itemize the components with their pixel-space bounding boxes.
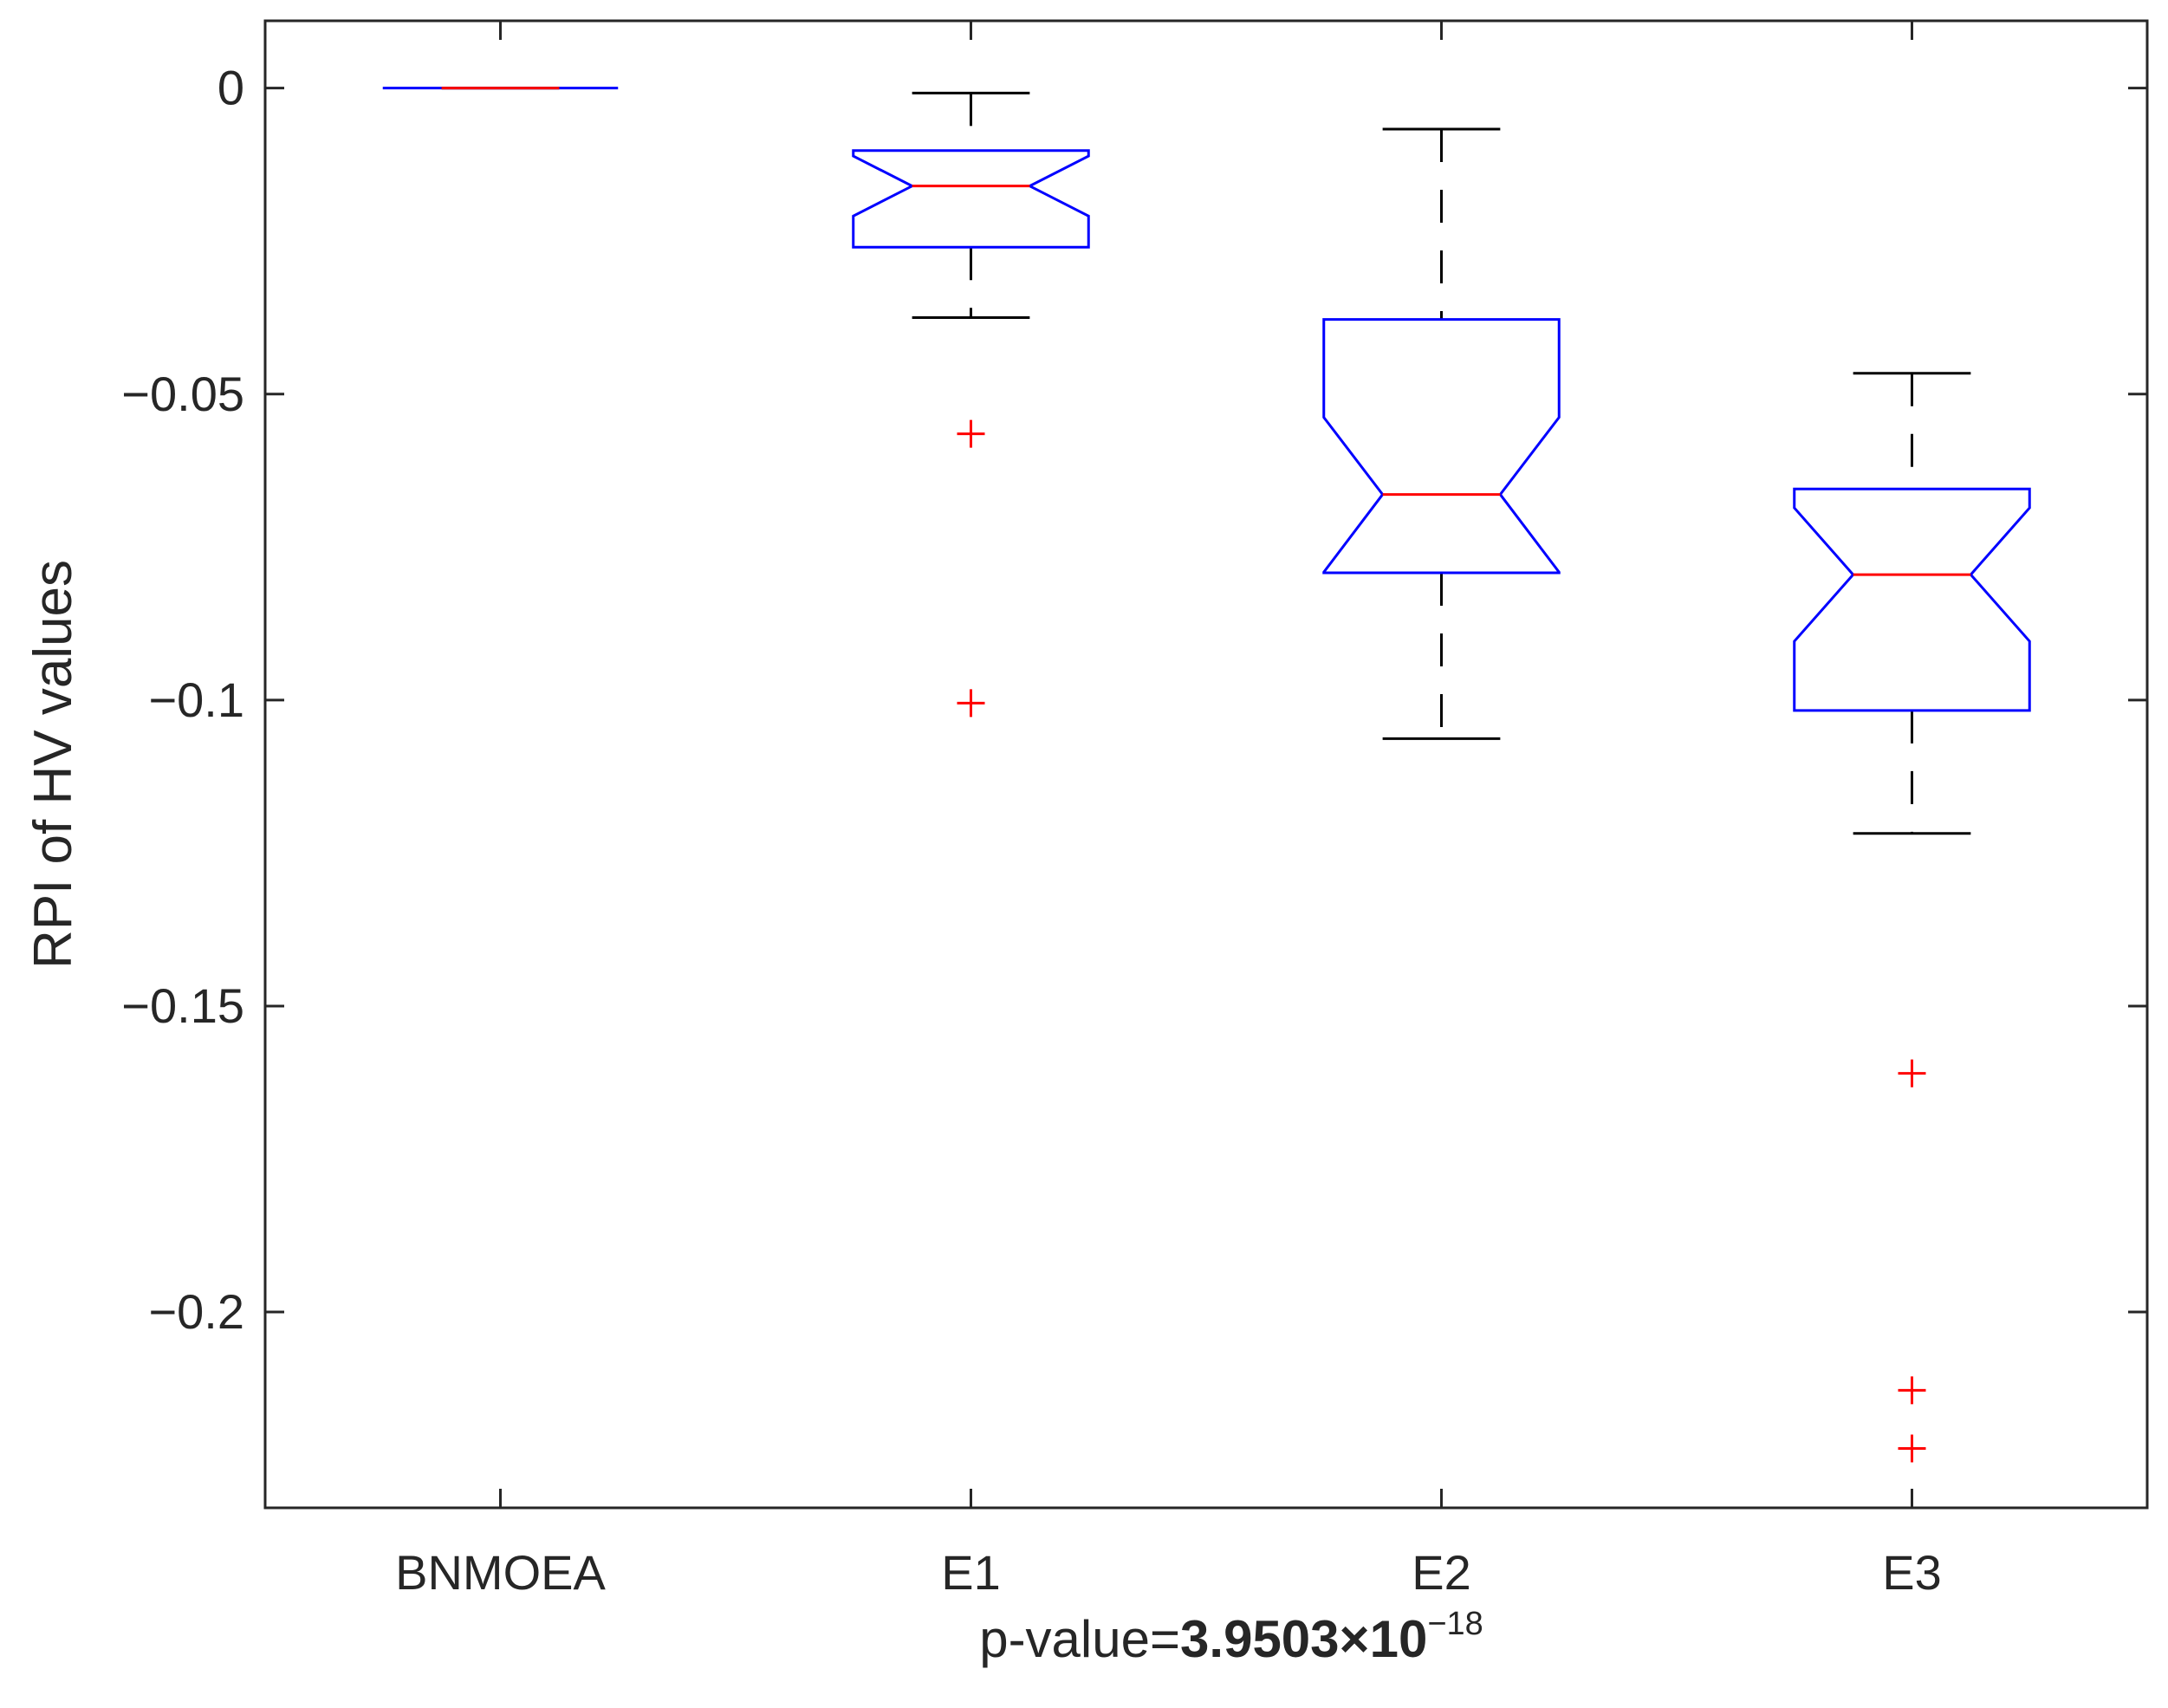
- x-tick-label: E1: [941, 1545, 1001, 1600]
- y-tick-label: −0.2: [148, 1284, 244, 1339]
- y-tick-label: −0.05: [121, 367, 244, 421]
- y-axis-label: RPI of HV values: [23, 560, 83, 969]
- x-axis-label-exponent: −18: [1427, 1606, 1483, 1642]
- x-tick-label: BNMOEA: [395, 1545, 606, 1600]
- axes-frame: [263, 19, 2149, 1510]
- box-outline: [852, 149, 1090, 249]
- box-outline: [1322, 318, 1561, 575]
- outlier-marker: [1898, 1059, 1926, 1088]
- plot-area: [382, 87, 2031, 1463]
- outlier-marker: [957, 689, 985, 718]
- y-tick-label: −0.1: [148, 672, 244, 727]
- box-e1: [852, 91, 1090, 718]
- box-outline: [1793, 487, 2031, 712]
- outlier-marker: [1898, 1376, 1926, 1405]
- y-tick-label: −0.15: [121, 978, 244, 1033]
- outlier-marker: [957, 419, 985, 448]
- y-tick-label: 0: [217, 61, 244, 115]
- outlier-marker: [1898, 1434, 1926, 1463]
- x-tick-label: E2: [1412, 1545, 1471, 1600]
- x-axis-label-prefix: p-value=: [979, 1610, 1180, 1668]
- x-axis-label: p-value=3.9503×10−18: [979, 1606, 1483, 1668]
- box-e2: [1322, 127, 1561, 740]
- x-axis-ticks: BNMOEA E1 E2 E3: [395, 21, 1942, 1600]
- x-axis-label-value: 3.9503×10: [1180, 1610, 1427, 1668]
- y-axis-ticks: 0 −0.05 −0.1 −0.15 −0.2: [121, 61, 2147, 1339]
- x-tick-label: E3: [1882, 1545, 1942, 1600]
- box-e3: [1793, 372, 2031, 1463]
